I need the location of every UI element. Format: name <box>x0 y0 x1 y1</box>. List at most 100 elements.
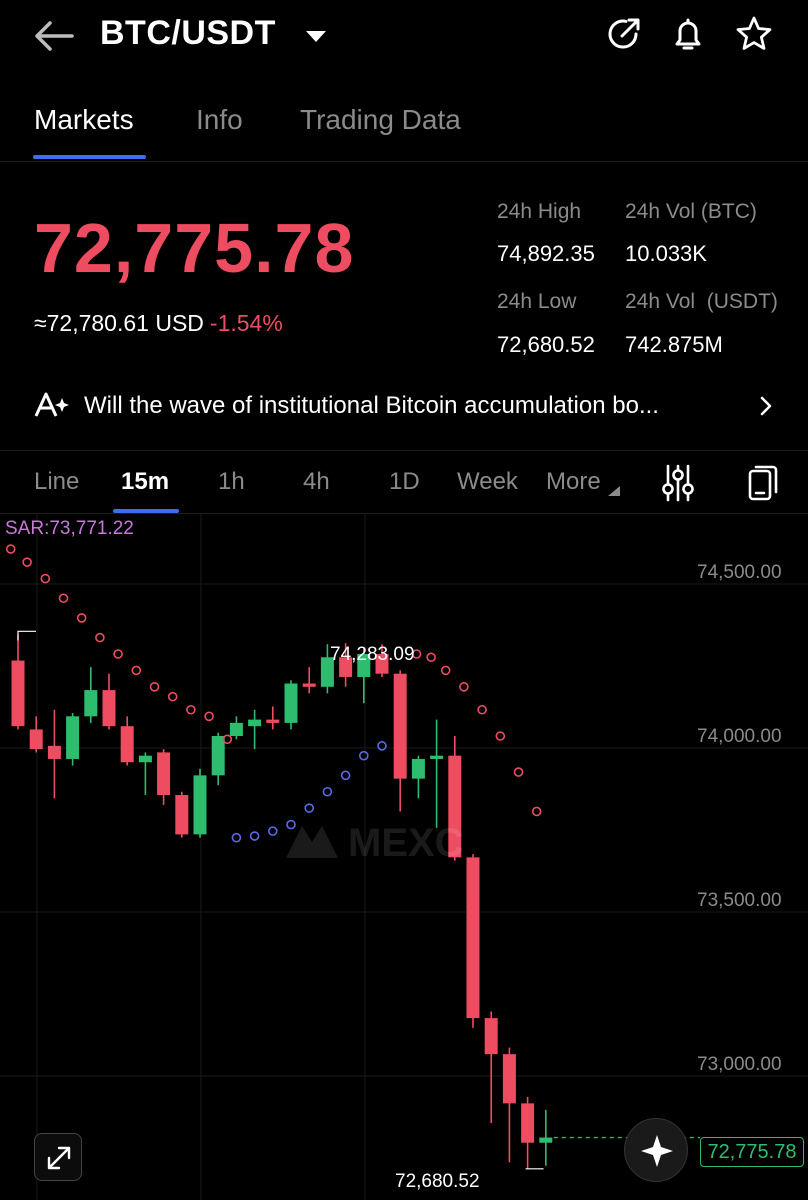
candle-body <box>120 726 134 763</box>
sar-dot <box>76 613 87 623</box>
candle-body <box>47 745 61 759</box>
tab-markets[interactable]: Markets <box>34 104 134 135</box>
news-headline[interactable]: Will the wave of institutional Bitcoin a… <box>84 392 659 419</box>
sar-dot <box>58 593 69 604</box>
candle-body <box>357 654 371 677</box>
active-timeframe-indicator <box>113 509 179 513</box>
star-icon[interactable] <box>734 14 774 54</box>
stat-24h-high-value: 74,892.35 <box>497 241 595 266</box>
sar-dot <box>340 770 351 781</box>
sar-dot <box>411 649 422 659</box>
usd-equivalent: ≈72,780.61 USD -1.54% <box>34 310 283 337</box>
indicator-settings-icon[interactable] <box>658 462 698 504</box>
stat-24h-vol-btc-label: 24h Vol (BTC) <box>625 200 757 223</box>
sar-dot <box>40 573 51 584</box>
candle-body <box>466 857 480 1019</box>
stat-24h-vol-usdt-value: 742.875M <box>625 332 723 357</box>
candle-body <box>502 1054 516 1104</box>
sar-dot <box>459 682 469 692</box>
candle-body <box>84 690 98 717</box>
sar-dot <box>358 750 369 761</box>
timeframe-1h[interactable]: 1h <box>218 468 245 495</box>
stat-24h-high-label: 24h High <box>497 200 582 223</box>
change-percent: -1.54% <box>209 310 283 336</box>
sar-dot <box>531 806 542 817</box>
candle-body <box>248 719 262 727</box>
trading-pair-title[interactable]: BTC/USDT <box>100 14 276 52</box>
sar-dot <box>231 832 242 843</box>
stat-24h-low-label: 24h Low <box>497 290 577 313</box>
sar-dot <box>167 691 178 702</box>
candle-body <box>11 660 25 727</box>
sar-dot <box>440 665 451 676</box>
fullscreen-button[interactable] <box>34 1133 82 1181</box>
candle-body <box>284 683 298 723</box>
timeframe-line[interactable]: Line <box>34 468 80 495</box>
sar-dot <box>186 704 196 715</box>
stat-24h-vol-usdt-label: 24h Vol (USDT) <box>625 290 778 313</box>
bell-icon[interactable] <box>668 14 708 54</box>
candle-body <box>211 736 225 776</box>
sar-dot <box>426 652 436 663</box>
candle-body <box>102 690 116 727</box>
max-price-label: 74,283.09 <box>330 644 415 665</box>
candle-body <box>484 1018 498 1055</box>
timeframe-1d[interactable]: 1D <box>389 468 420 495</box>
candlestick-chart[interactable] <box>0 514 808 1200</box>
sar-dot <box>222 734 233 745</box>
candle-body <box>539 1137 553 1143</box>
sar-dot <box>131 665 142 676</box>
sar-indicator-label: SAR:73,771.22 <box>5 518 134 539</box>
timeframe-4h[interactable]: 4h <box>303 468 330 495</box>
last-price-tag: 72,775.78 <box>700 1137 804 1167</box>
candle-body <box>66 716 80 759</box>
sar-dot <box>204 711 214 722</box>
sar-dot <box>495 731 506 741</box>
candle-body <box>339 657 353 677</box>
candle-body <box>375 654 389 674</box>
news-banner[interactable]: Will the wave of institutional Bitcoin a… <box>0 380 808 432</box>
last-price: 72,775.78 <box>34 209 355 287</box>
market-tabs: Markets Info Trading Data <box>0 96 808 162</box>
sar-dot <box>477 704 487 715</box>
timeframe-15m[interactable]: 15m <box>121 468 170 495</box>
candle-body <box>448 755 462 858</box>
tab-info[interactable]: Info <box>196 104 243 135</box>
back-arrow-icon[interactable] <box>30 14 78 58</box>
y-tick-label: 74,500.00 <box>697 562 782 583</box>
y-tick-label: 73,500.00 <box>697 890 782 911</box>
expand-icon <box>47 1146 71 1170</box>
sar-dot <box>149 682 160 692</box>
chart-canvas[interactable] <box>0 514 808 1200</box>
active-tab-indicator <box>33 155 146 159</box>
header: BTC/USDT <box>0 0 808 72</box>
candle-body <box>430 755 444 759</box>
sar-dot <box>95 632 105 643</box>
usd-value: ≈72,780.61 USD <box>34 310 204 336</box>
min-price-label: 72,680.52 <box>395 1171 480 1192</box>
chevron-right-icon[interactable] <box>754 392 778 420</box>
y-tick-label: 74,000.00 <box>697 726 782 747</box>
caret-down-icon[interactable] <box>302 22 330 50</box>
share-icon[interactable] <box>604 14 644 54</box>
candle-body <box>157 752 171 796</box>
timeframe-more[interactable]: More <box>546 468 601 495</box>
timeframe-week[interactable]: Week <box>457 468 518 495</box>
sar-dot <box>267 826 278 836</box>
candle-body <box>193 775 207 835</box>
chart-top-divider <box>0 513 808 514</box>
tab-trading-data[interactable]: Trading Data <box>300 104 461 135</box>
sar-dot <box>513 767 524 777</box>
stat-24h-low-value: 72,680.52 <box>497 332 595 357</box>
candle-body <box>266 719 280 723</box>
candle-body <box>521 1103 535 1143</box>
sparkle-icon <box>641 1135 673 1167</box>
sar-dot <box>322 786 333 797</box>
candle-body <box>138 755 152 763</box>
chart-layout-icon[interactable] <box>744 462 784 504</box>
sar-dot <box>304 803 315 813</box>
sar-dot <box>249 831 260 841</box>
ai-assistant-button[interactable] <box>624 1118 688 1182</box>
svg-text:MEXC: MEXC <box>348 821 464 862</box>
stat-24h-vol-btc-value: 10.033K <box>625 241 707 266</box>
